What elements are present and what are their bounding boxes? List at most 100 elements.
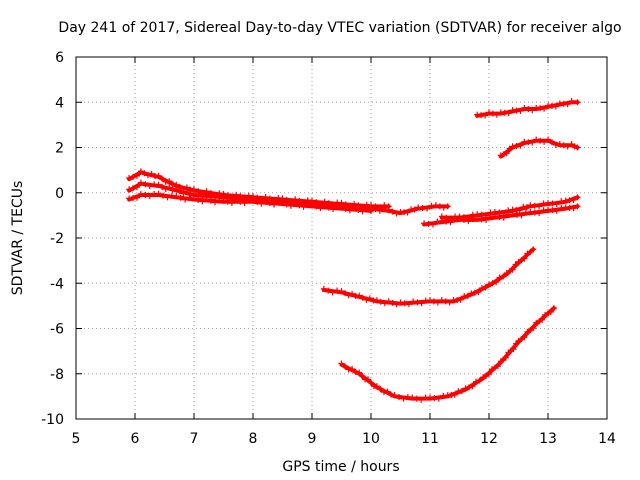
data-point bbox=[427, 297, 433, 304]
data-point bbox=[489, 280, 496, 287]
data-point bbox=[363, 296, 370, 303]
data-point bbox=[359, 373, 366, 380]
data-point bbox=[349, 290, 356, 297]
data-point bbox=[443, 214, 450, 221]
data-point bbox=[438, 213, 445, 220]
data-point bbox=[401, 300, 408, 307]
data-point bbox=[574, 99, 581, 106]
data-point bbox=[373, 297, 380, 304]
data-point bbox=[451, 391, 458, 398]
data-point bbox=[432, 202, 439, 209]
data-point bbox=[553, 201, 560, 208]
data-point bbox=[137, 168, 144, 175]
data-point bbox=[491, 208, 498, 215]
data-point bbox=[570, 205, 577, 212]
data-point bbox=[313, 203, 320, 210]
data-point bbox=[338, 360, 345, 367]
data-point bbox=[155, 181, 162, 188]
data-point bbox=[177, 194, 184, 201]
data-point bbox=[516, 207, 523, 214]
data-point bbox=[254, 199, 261, 206]
data-point bbox=[529, 107, 536, 114]
data-point bbox=[512, 261, 519, 268]
data-point bbox=[176, 188, 183, 195]
data-point bbox=[550, 305, 557, 312]
data-point bbox=[356, 369, 363, 376]
data-point bbox=[195, 196, 202, 203]
data-point bbox=[545, 199, 551, 206]
data-point bbox=[137, 179, 144, 186]
data-point bbox=[424, 205, 431, 212]
series-track-f bbox=[474, 98, 581, 119]
series-track-g bbox=[497, 136, 581, 159]
data-point bbox=[325, 204, 332, 211]
data-point bbox=[413, 395, 420, 402]
data-point bbox=[493, 279, 500, 286]
x-tick-label: 12 bbox=[480, 431, 498, 447]
y-tick-label: -8 bbox=[50, 367, 64, 383]
data-point bbox=[164, 194, 171, 201]
data-point bbox=[434, 299, 441, 306]
data-point bbox=[133, 184, 140, 191]
data-point bbox=[262, 198, 269, 205]
data-point bbox=[372, 206, 379, 213]
data-point bbox=[396, 393, 403, 400]
data-point bbox=[381, 300, 388, 307]
data-point bbox=[523, 204, 530, 211]
data-point bbox=[212, 199, 219, 206]
data-point bbox=[330, 206, 337, 213]
y-tick-label: -4 bbox=[50, 276, 64, 292]
data-point bbox=[373, 383, 380, 390]
x-tick-label: 7 bbox=[190, 431, 199, 447]
data-point bbox=[418, 396, 425, 403]
data-point bbox=[568, 98, 575, 105]
data-point bbox=[345, 292, 352, 299]
data-point bbox=[570, 196, 577, 203]
data-point bbox=[541, 105, 548, 112]
data-point bbox=[409, 394, 416, 401]
data-point bbox=[141, 170, 148, 177]
data-point bbox=[553, 207, 560, 214]
data-point bbox=[155, 172, 162, 179]
data-point bbox=[366, 295, 373, 302]
data-point bbox=[126, 186, 133, 193]
data-point bbox=[521, 334, 528, 341]
x-tick-label: 10 bbox=[362, 431, 380, 447]
data-point bbox=[486, 371, 492, 378]
data-point bbox=[182, 196, 189, 203]
data-point bbox=[137, 190, 144, 197]
data-point bbox=[429, 221, 436, 228]
data-point bbox=[539, 316, 546, 323]
data-point bbox=[233, 197, 240, 204]
y-tick-label: -6 bbox=[50, 322, 64, 338]
data-layer bbox=[126, 98, 581, 403]
y-axis-label: SDTVAR / TECUs bbox=[10, 181, 26, 296]
data-point bbox=[556, 141, 563, 148]
data-point bbox=[321, 203, 328, 210]
data-point bbox=[410, 298, 417, 305]
series-track-h bbox=[320, 246, 537, 308]
data-point bbox=[349, 365, 356, 372]
data-point bbox=[473, 378, 480, 385]
data-point bbox=[133, 194, 140, 201]
data-point bbox=[496, 274, 503, 281]
data-point bbox=[250, 197, 256, 204]
data-point bbox=[271, 201, 278, 208]
data-point bbox=[505, 110, 512, 117]
data-point bbox=[444, 203, 451, 210]
data-point bbox=[462, 385, 469, 392]
data-point bbox=[571, 143, 578, 150]
series-track-e bbox=[438, 194, 581, 222]
data-point bbox=[482, 112, 489, 119]
data-point bbox=[356, 292, 363, 299]
data-point bbox=[536, 203, 543, 210]
data-point bbox=[465, 384, 472, 391]
data-point bbox=[521, 104, 528, 111]
data-point bbox=[309, 202, 315, 209]
data-point bbox=[545, 206, 551, 213]
data-point bbox=[545, 136, 551, 143]
data-point bbox=[258, 200, 265, 207]
data-point bbox=[389, 299, 396, 306]
data-point bbox=[457, 296, 464, 303]
data-point bbox=[530, 246, 537, 253]
